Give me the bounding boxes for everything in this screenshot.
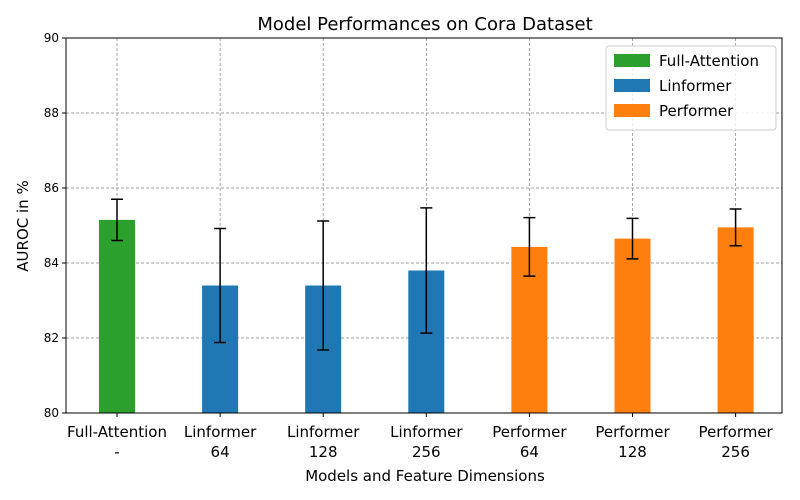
x-tick-label: - — [114, 443, 119, 461]
x-tick-label: Performer — [698, 423, 773, 441]
plot-frame — [65, 37, 783, 414]
x-axis: Full-Attention - Linformer 64 Linformer 128 Li… — [67, 413, 774, 461]
legend: Full-Attention Linformer Performer — [605, 45, 777, 131]
chart-title: Model Performances on Cora Dataset — [257, 14, 592, 35]
x-tick-label: 256 — [412, 443, 441, 461]
bar-full-attention-- — [99, 219, 135, 413]
legend-swatch-full-attention — [614, 54, 650, 67]
x-tick-label: Performer — [595, 423, 670, 441]
x-tick-label: Linformer — [184, 423, 257, 441]
legend-label-linformer: Linformer — [659, 77, 732, 95]
bar-performer-256 — [717, 227, 754, 413]
y-axis-title: AUROC in % — [14, 180, 32, 271]
y-tick-label: 80 — [44, 406, 59, 420]
x-axis-title: Models and Feature Dimensions — [305, 467, 545, 485]
x-tick-label: Performer — [492, 423, 567, 441]
x-tick-label: 128 — [618, 443, 647, 461]
x-tick-label: Full-Attention — [67, 423, 167, 441]
x-tick-label: 64 — [520, 443, 539, 461]
error-bars — [111, 198, 742, 351]
y-tick-label: 86 — [44, 181, 59, 195]
y-axis: 80 82 84 86 88 90 — [44, 31, 66, 420]
x-tick-label: Linformer — [287, 423, 360, 441]
x-tick-label: Linformer — [390, 423, 463, 441]
legend-swatch-performer — [614, 104, 650, 117]
x-tick-label: 256 — [721, 443, 750, 461]
x-tick-label: 64 — [211, 443, 230, 461]
legend-swatch-linformer — [614, 79, 650, 92]
legend-label-performer: Performer — [659, 102, 734, 120]
y-tick-label: 84 — [44, 256, 59, 270]
bar-performer-128 — [614, 238, 651, 413]
x-tick-label: 128 — [309, 443, 338, 461]
y-tick-label: 90 — [44, 31, 59, 45]
legend-label-full-attention: Full-Attention — [659, 52, 759, 70]
y-tick-label: 88 — [44, 106, 59, 120]
bars — [99, 219, 754, 413]
y-tick-label: 82 — [44, 331, 59, 345]
